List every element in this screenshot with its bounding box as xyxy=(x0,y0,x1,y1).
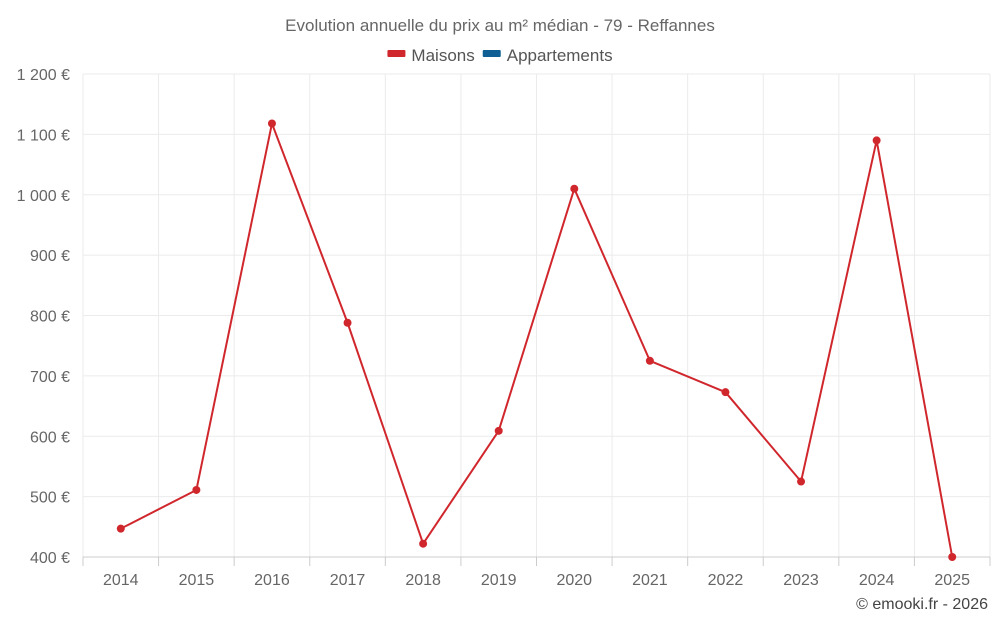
data-point[interactable] xyxy=(570,184,579,193)
x-tick-label: 2020 xyxy=(556,572,592,589)
x-tick-label: 2023 xyxy=(783,572,819,589)
y-tick-label: 1 200 € xyxy=(17,67,70,84)
data-point[interactable] xyxy=(343,318,352,327)
x-tick-label: 2022 xyxy=(708,572,744,589)
data-point[interactable] xyxy=(645,356,654,365)
series-line-maisons[interactable] xyxy=(120,122,954,558)
y-tick-label: 800 € xyxy=(30,309,70,326)
grid xyxy=(82,73,991,558)
legend: Maisons Appartements xyxy=(387,46,613,65)
x-tick-label: 2019 xyxy=(481,572,517,589)
legend-swatch xyxy=(387,50,406,57)
x-tick-label: 2014 xyxy=(103,572,139,589)
data-point[interactable] xyxy=(116,524,125,533)
x-tick-label: 2018 xyxy=(405,572,441,589)
data-point[interactable] xyxy=(797,477,806,486)
data-point[interactable] xyxy=(872,136,881,145)
legend-item-maisons[interactable]: Maisons xyxy=(387,46,475,65)
series-layer xyxy=(116,119,957,561)
axes: 400 € 500 € 600 € 700 € 800 € 900 € 1 000 € 1 1… xyxy=(17,67,991,589)
y-tick-label: 500 € xyxy=(30,490,70,507)
x-tick-label: 2016 xyxy=(254,572,290,589)
y-tick-label: 1 100 € xyxy=(17,127,70,144)
data-point[interactable] xyxy=(419,539,428,548)
y-tick-label: 400 € xyxy=(30,550,70,567)
x-tick-label: 2024 xyxy=(859,572,895,589)
legend-label: Maisons xyxy=(411,46,474,65)
chart-title: Evolution annuelle du prix au m² médian … xyxy=(285,16,715,35)
legend-label: Appartements xyxy=(507,46,613,65)
x-tick-label: 2021 xyxy=(632,572,668,589)
data-point[interactable] xyxy=(721,388,730,397)
data-point[interactable] xyxy=(948,553,957,561)
y-tick-label: 1 000 € xyxy=(17,188,70,205)
data-point[interactable] xyxy=(267,119,276,128)
y-tick-label: 900 € xyxy=(30,248,70,265)
legend-swatch xyxy=(482,50,501,57)
y-tick-label: 700 € xyxy=(30,369,70,386)
data-point[interactable] xyxy=(192,485,201,494)
data-point[interactable] xyxy=(494,426,503,435)
legend-item-appartements[interactable]: Appartements xyxy=(482,46,613,65)
x-tick-label: 2017 xyxy=(330,572,366,589)
y-tick-label: 600 € xyxy=(30,429,70,446)
x-tick-label: 2015 xyxy=(179,572,215,589)
x-tick-label: 2025 xyxy=(934,572,970,589)
chart-credits[interactable]: © emooki.fr - 2026 xyxy=(856,596,988,613)
